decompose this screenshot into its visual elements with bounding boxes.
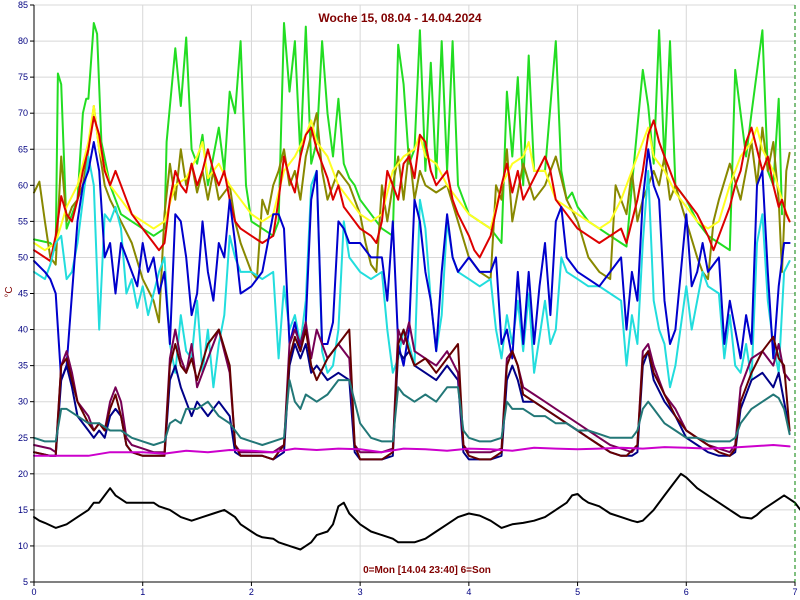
y-tick-label: 45 <box>18 289 28 299</box>
y-tick-label: 75 <box>18 72 28 82</box>
x-tick-label: 2 <box>249 587 254 597</box>
y-tick-label: 80 <box>18 36 28 46</box>
series-line-1 <box>33 22 783 252</box>
y-tick-label: 5 <box>23 577 28 587</box>
x-tick-label: 6 <box>684 587 689 597</box>
series-line-11 <box>33 444 791 457</box>
series-line-4 <box>33 115 791 262</box>
y-tick-label: 55 <box>18 216 28 226</box>
y-tick-label: 30 <box>18 397 28 407</box>
axes <box>30 4 796 586</box>
chart-subtitle: 0=Mon [14.04 23:40] 6=Son <box>363 565 491 576</box>
y-tick-label: 50 <box>18 252 28 262</box>
y-axis-label: °C <box>4 286 15 297</box>
y-tick-label: 65 <box>18 144 28 154</box>
series-line-9 <box>33 328 791 461</box>
y-tick-label: 60 <box>18 180 28 190</box>
x-tick-label: 5 <box>575 587 580 597</box>
y-tick-label: 35 <box>18 361 28 371</box>
series-line-5 <box>33 155 791 389</box>
y-tick-label: 40 <box>18 325 28 335</box>
series-group <box>33 22 800 551</box>
x-tick-label: 1 <box>140 587 145 597</box>
series-line-2 <box>33 105 791 324</box>
chart-title: Woche 15, 08.04 - 14.04.2024 <box>318 11 482 25</box>
y-tick-label: 15 <box>18 505 28 515</box>
y-tick-label: 85 <box>18 0 28 10</box>
y-tick-label: 10 <box>18 541 28 551</box>
series-line-3 <box>33 105 791 252</box>
y-tick-label: 20 <box>18 469 28 479</box>
x-tick-label: 3 <box>358 587 363 597</box>
y-tick-label: 70 <box>18 108 28 118</box>
series-line-12 <box>33 472 800 551</box>
x-tick-label: 4 <box>466 587 471 597</box>
x-tick-label: 0 <box>31 587 36 597</box>
x-tick-label: 7 <box>792 587 797 597</box>
y-tick-label: 25 <box>18 433 28 443</box>
series-line-6 <box>33 141 791 382</box>
series-line-10 <box>33 379 791 446</box>
